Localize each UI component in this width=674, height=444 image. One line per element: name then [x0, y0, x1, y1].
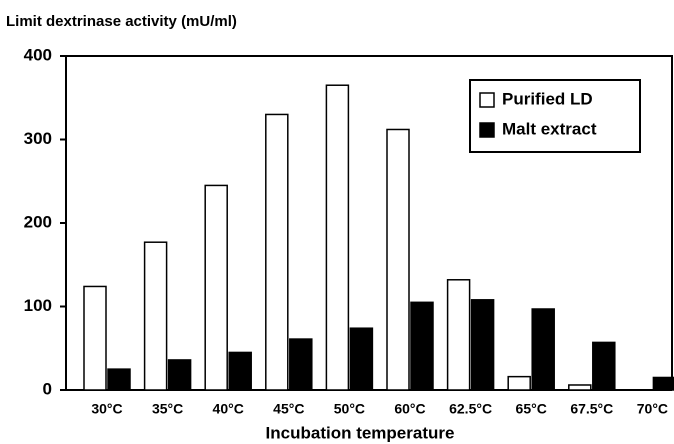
bar	[446, 279, 471, 391]
bar	[83, 285, 107, 391]
bar	[167, 359, 192, 391]
y-tick-label: 200	[24, 212, 52, 231]
bar	[386, 128, 410, 391]
x-tick-label: 30°C	[91, 401, 122, 417]
bar	[507, 375, 531, 391]
legend-swatch	[479, 92, 495, 108]
bar	[349, 327, 374, 391]
legend-swatch	[479, 122, 495, 138]
x-tick-label: 60°C	[394, 401, 425, 417]
bar	[228, 351, 252, 391]
y-tick-label: 400	[24, 45, 52, 64]
legend-box	[469, 79, 641, 153]
legend-label: Purified LD	[502, 89, 593, 108]
x-tick-label: 67.5°C	[570, 401, 613, 417]
bar	[470, 299, 495, 391]
y-tick-label: 0	[43, 379, 52, 398]
bar	[592, 341, 616, 391]
bar	[531, 308, 555, 391]
x-tick-label: 35°C	[152, 401, 183, 417]
x-tick-label: 45°C	[273, 401, 304, 417]
bar	[325, 84, 350, 391]
bar	[652, 376, 674, 391]
x-tick-label: 50°C	[334, 401, 365, 417]
bar	[289, 338, 313, 391]
legend-label: Malt extract	[502, 119, 597, 138]
bar	[265, 113, 289, 391]
y-tick-label: 100	[24, 296, 52, 315]
x-tick-label: 65°C	[516, 401, 547, 417]
bar	[107, 368, 131, 391]
bar	[143, 241, 168, 391]
y-axis-label: Limit dextrinase activity (mU/ml)	[6, 13, 237, 30]
x-tick-label: 70°C	[637, 401, 668, 417]
x-tick-label: 62.5°C	[449, 401, 492, 417]
bar	[204, 184, 228, 391]
bar	[410, 301, 434, 391]
y-tick-label: 300	[24, 129, 52, 148]
x-axis-label: Incubation temperature	[266, 423, 455, 442]
x-tick-label: 40°C	[213, 401, 244, 417]
bar	[568, 384, 592, 391]
